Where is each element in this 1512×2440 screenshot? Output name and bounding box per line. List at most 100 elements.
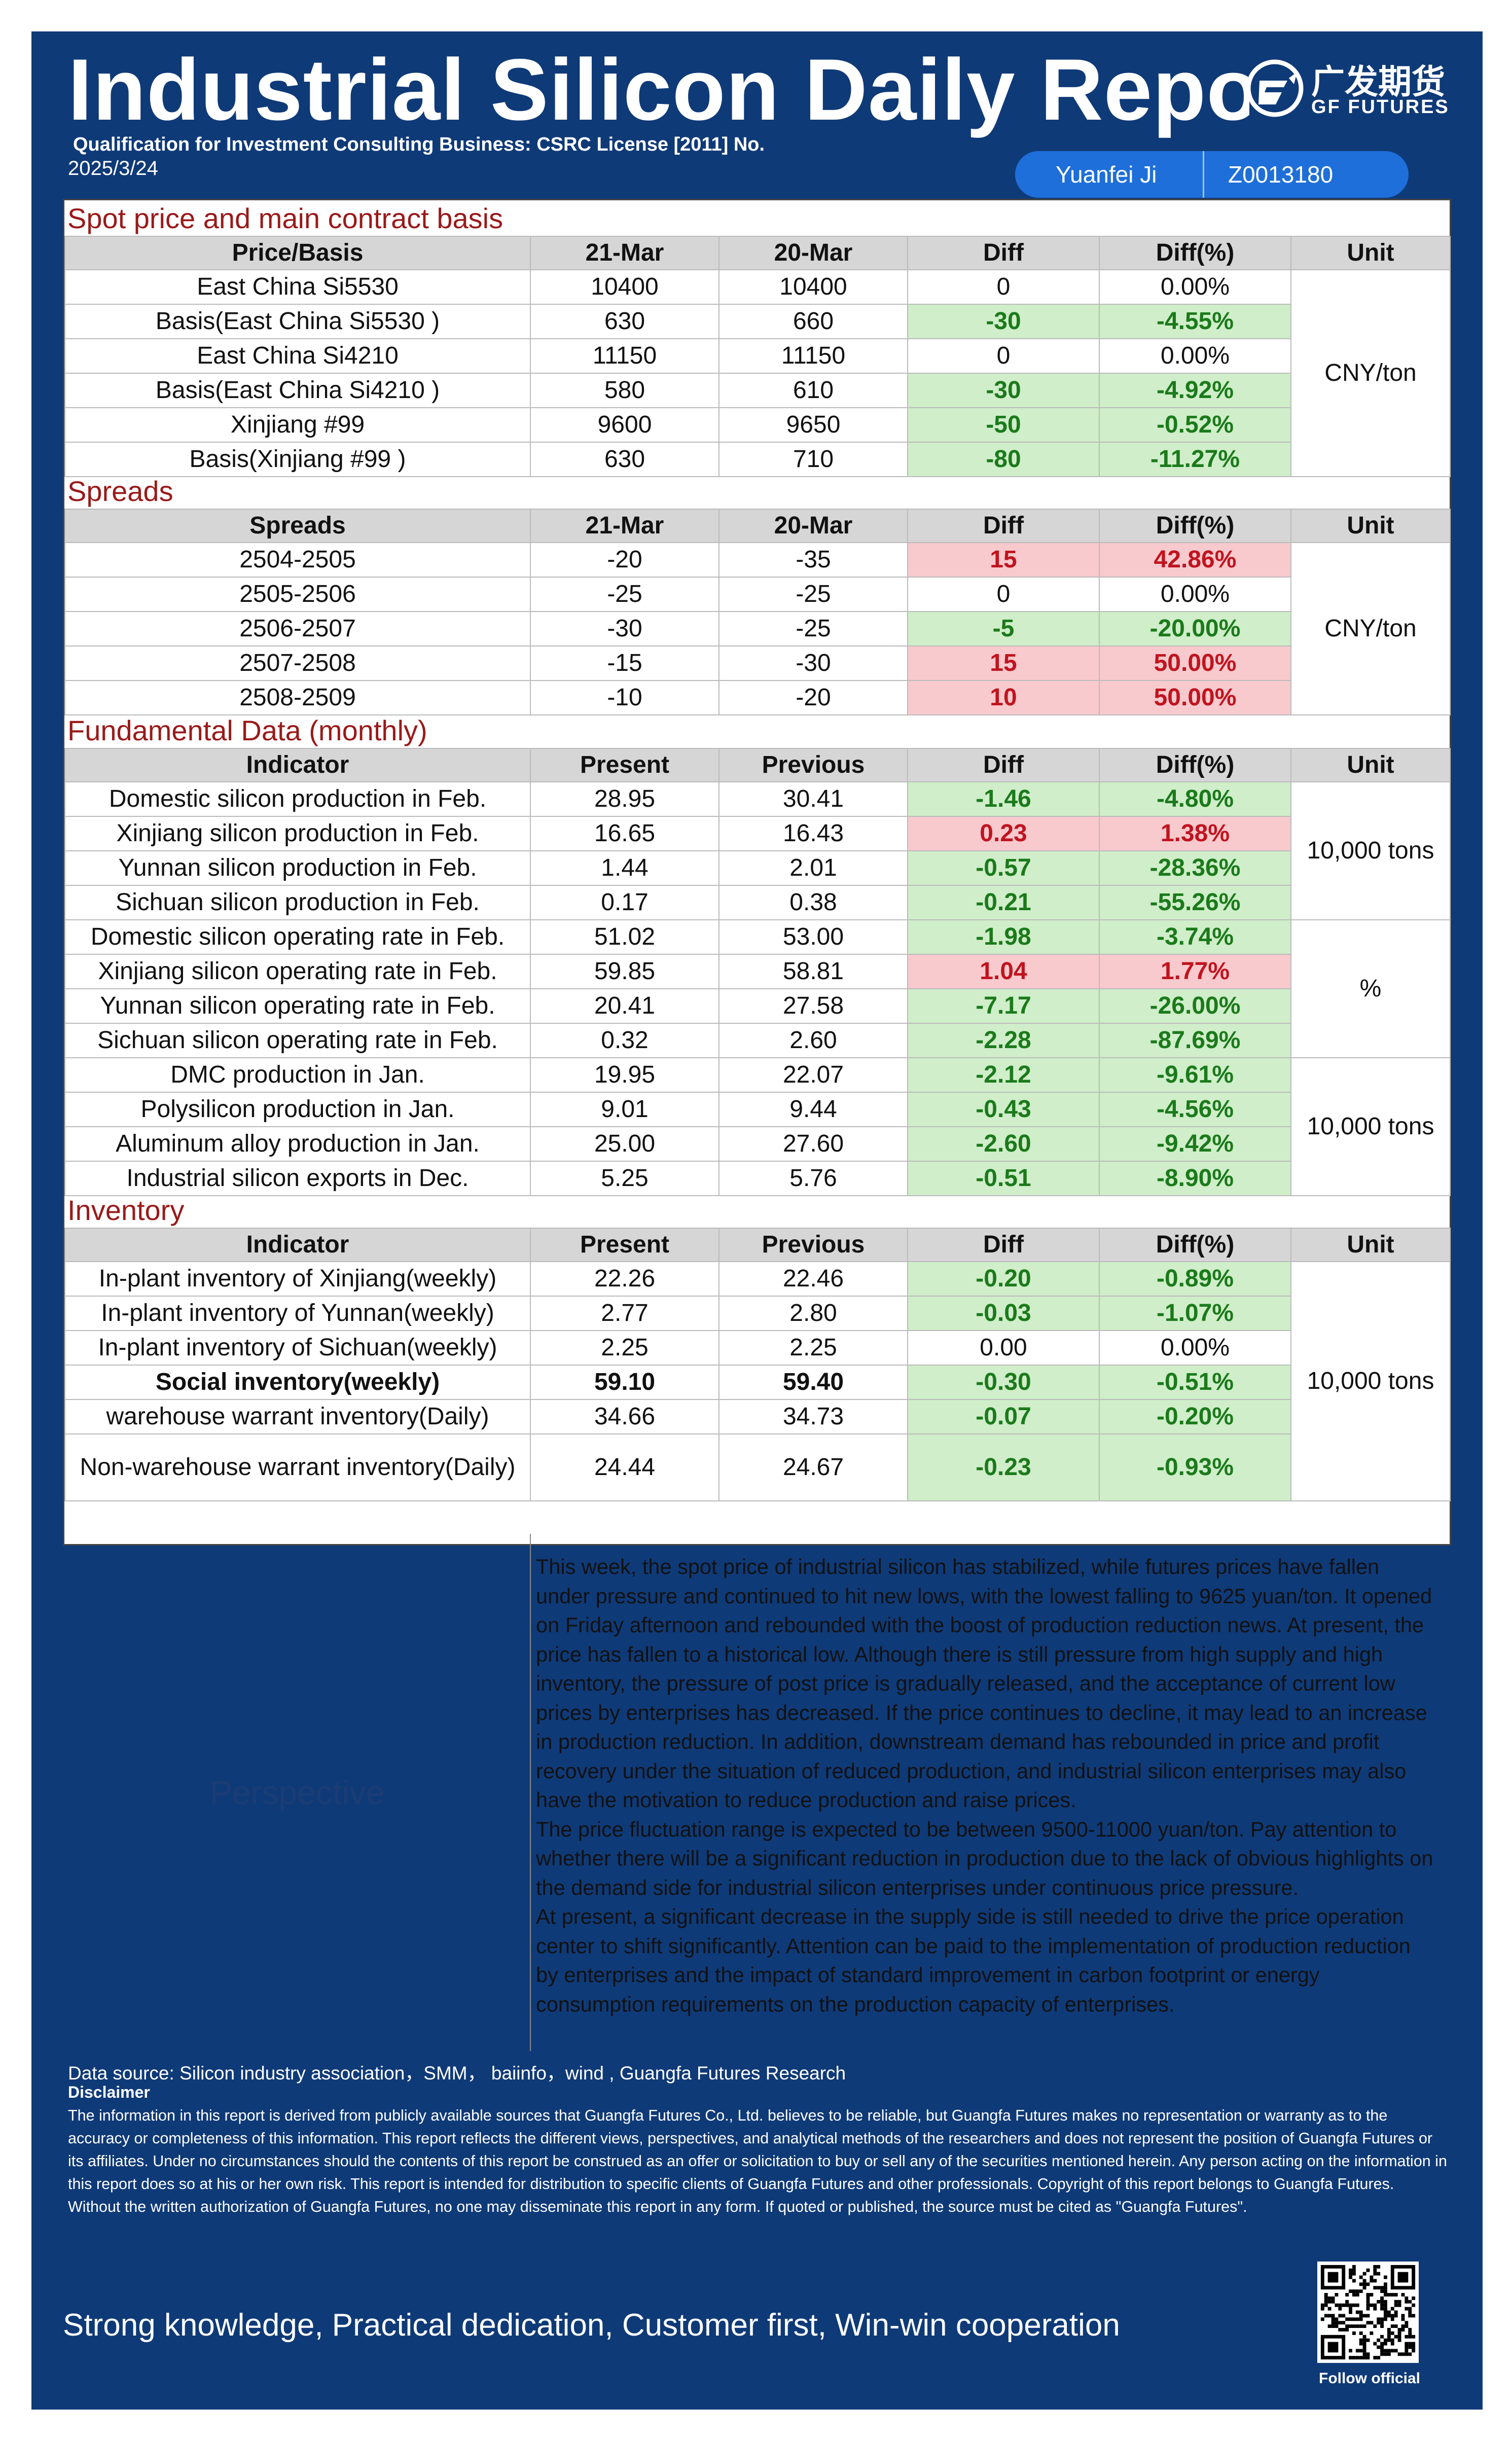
column-header: Diff(%) [1099,748,1291,782]
cell-pct: 0.00% [1099,1330,1291,1366]
row-label: Non-warehouse warrant inventory(Daily) [64,1433,531,1501]
table-row: Xinjiang silicon production in Feb. 16.65… [64,816,1450,851]
spreads-table: Spreads 21-Mar 20-Mar Diff Diff(%) Unit 2504-2… [64,509,1451,715]
cell-pct: 50.00% [1099,680,1291,715]
cell-diff: -80 [907,442,1100,477]
cell-cur: 580 [530,373,719,408]
column-header: Diff(%) [1099,1228,1291,1262]
report-date: 2025/3/24 [68,157,158,180]
cell-pct: -28.36% [1099,850,1291,886]
table-row: Domestic silicon production in Feb. 28.95… [64,781,1451,920]
cell-prev: 2.25 [718,1330,908,1366]
column-header: 20-Mar [718,236,908,270]
row-label: Xinjiang silicon operating rate in Feb. [64,954,531,989]
cell-cur: 2.25 [530,1330,719,1366]
cell-diff: -0.43 [907,1092,1100,1127]
perspective-label: Perspective [209,1774,385,1811]
cell-prev: 10400 [718,269,908,305]
cell-pct: 42.86% [1099,542,1291,578]
column-header: Diff(%) [1099,509,1291,543]
row-label: Yunnan silicon operating rate in Feb. [64,988,531,1024]
row-label: Sichuan silicon operating rate in Feb. [64,1023,531,1058]
perspective-paragraph: This week, the spot price of industrial … [536,1555,1432,1812]
cell-diff: -1.98 [907,919,1100,955]
spot-table: Price/Basis 21-Mar 20-Mar Diff Diff(%) Unit Ea… [64,236,1451,477]
cell-prev: 27.58 [718,988,908,1024]
row-label: Basis(East China Si5530 ) [64,304,531,339]
row-label: Xinjiang #99 [64,407,531,443]
cell-cur: 9.01 [530,1092,719,1127]
cell-diff: -0.30 [907,1365,1100,1400]
cell-pct: -4.80% [1099,781,1291,817]
cell-diff: -30 [907,304,1100,339]
row-label: Yunnan silicon production in Feb. [64,850,531,886]
cell-cur: -30 [530,611,719,647]
table-row: 2508-2509 -10 -20 10 50.00% [64,680,1450,715]
cell-prev: 27.60 [718,1126,908,1162]
row-label: Aluminum alloy production in Jan. [64,1126,531,1162]
row-label: DMC production in Jan. [64,1057,531,1093]
cell-cur: -20 [530,542,719,578]
column-header: Previous [718,748,908,782]
cell-prev: 9650 [718,407,908,443]
cell-prev: -35 [718,542,908,578]
cell-diff: 15 [907,645,1100,681]
cell-prev: 34.73 [718,1399,908,1434]
cell-diff: -2.12 [907,1057,1100,1093]
cell-cur: -25 [530,577,719,612]
row-label: Polysilicon production in Jan. [64,1092,531,1127]
column-header: Diff(%) [1099,236,1291,270]
table-row: Yunnan silicon operating rate in Feb. 20.… [64,988,1450,1024]
perspective-paragraph: At present, a significant decrease in th… [536,1905,1411,2016]
column-header: Diff [907,748,1100,782]
cell-pct: -11.27% [1099,442,1291,477]
row-label: warehouse warrant inventory(Daily) [64,1399,531,1434]
cell-cur: 34.66 [530,1399,719,1434]
cell-prev: 2.80 [718,1296,908,1331]
row-label: Basis(Xinjiang #99 ) [64,442,531,477]
column-header: Previous [718,1228,908,1262]
cell-prev: 710 [718,442,908,477]
section-title-fundamental: Fundamental Data (monthly) [67,714,427,746]
cell-cur: 59.10 [530,1365,719,1400]
cell-pct: -0.93% [1099,1433,1291,1501]
cell-diff: -0.20 [907,1261,1100,1297]
table-row: Basis(East China Si5530 ) 630 660 -30 -4.55% [64,304,1450,339]
cell-cur: 24.44 [530,1433,719,1501]
cell-diff: 0 [907,338,1100,374]
cell-prev: 11150 [718,338,908,374]
cell-prev: 58.81 [718,954,908,989]
qr-code-icon[interactable] [1317,2262,1419,2363]
table-row: Basis(Xinjiang #99 ) 630 710 -80 -11.27% [64,442,1450,477]
cell-diff: -0.23 [907,1433,1100,1501]
cell-cur: 28.95 [530,781,719,817]
cell-cur: 0.17 [530,885,719,920]
perspective-label-cell: Perspective [64,1534,531,2051]
column-header: Diff [907,509,1100,543]
slogan: Strong knowledge, Practical dedication, … [63,2308,1120,2343]
logo-chinese: 广发期货 [1311,63,1445,100]
section-title-spot: Spot price and main contract basis [67,202,503,234]
cell-pct: -0.20% [1099,1399,1291,1434]
cell-pct: -3.74% [1099,919,1291,955]
row-label: Basis(East China Si4210 ) [64,373,531,408]
table-row: Sichuan silicon operating rate in Feb. 0.… [64,1023,1450,1058]
cell-diff: 1.04 [907,954,1100,989]
row-label: Xinjiang silicon production in Feb. [64,816,531,851]
analyst-name: Yuanfei Ji [1056,161,1157,188]
cell-prev: 16.43 [718,816,908,851]
table-row: Yunnan silicon production in Feb. 1.44 2.0… [64,850,1450,886]
fundamental-table: Indicator Present Previous Diff Diff(%) Unit D… [64,748,1451,1196]
column-header: 21-Mar [530,236,719,270]
row-label: East China Si4210 [64,338,531,374]
cell-diff: -7.17 [907,988,1100,1024]
column-header: 21-Mar [530,509,719,543]
cell-pct: -0.89% [1099,1261,1291,1297]
analyst-divider [1203,151,1204,198]
cell-prev: 22.46 [718,1261,908,1297]
table-row: Basis(East China Si4210 ) 580 610 -30 -4.92% [64,373,1450,408]
column-header: Present [530,748,719,782]
row-label: 2504-2505 [64,542,531,578]
cell-cur: 1.44 [530,850,719,886]
cell-cur: 20.41 [530,988,719,1024]
